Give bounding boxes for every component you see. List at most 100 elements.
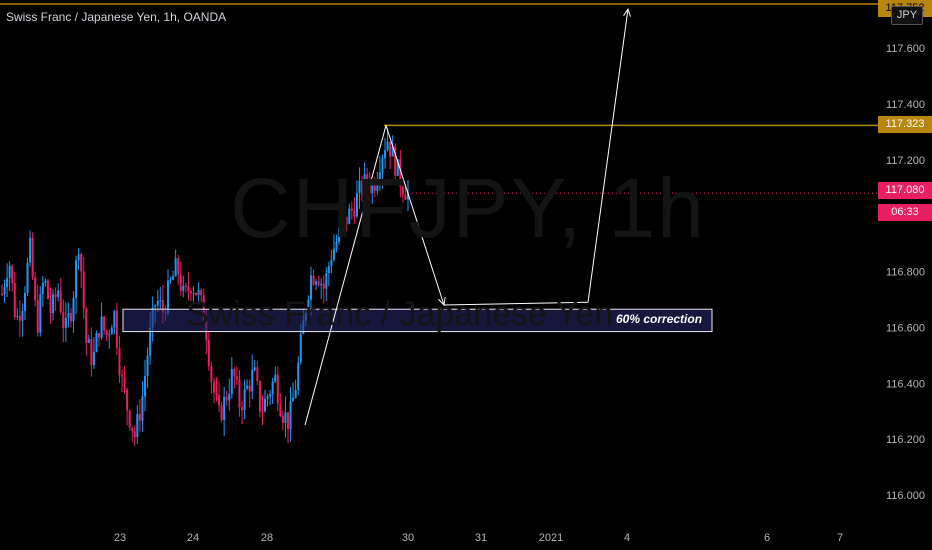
candle-body [98, 333, 101, 338]
target-arrow-head [623, 7, 631, 17]
candle-body [399, 159, 402, 187]
candle-body [166, 280, 169, 314]
candle-body [241, 407, 244, 411]
current-price-badge: 117.080 [878, 182, 932, 199]
candle-body [327, 265, 330, 273]
price-tick-label: 116.600 [886, 322, 925, 334]
projection-path [304, 7, 631, 426]
candle-body [215, 392, 218, 396]
horizontal-levels [0, 3, 878, 194]
candle-body [23, 293, 26, 311]
candle-body [386, 141, 389, 151]
time-tick-label: 30 [402, 532, 414, 544]
candle-body [307, 299, 310, 314]
candle-body [110, 327, 113, 335]
candle-body [59, 290, 62, 313]
candle-body [233, 369, 236, 377]
price-axis[interactable]: 116.000 116.200 116.400 116.600 116.800 117.2… [886, 43, 925, 502]
time-tick-label: 24 [187, 532, 199, 544]
candle-body [87, 339, 90, 343]
candle-body [182, 285, 185, 291]
time-axis[interactable]: 23 24 28 30 31 2021 4 6 7 [114, 532, 843, 544]
time-tick-label: 2021 [539, 532, 563, 544]
candle-body [179, 274, 182, 291]
candle-body [391, 146, 394, 157]
candle-body [401, 186, 404, 195]
candle-body [212, 381, 215, 393]
candle-body [286, 412, 289, 430]
candle-body [69, 313, 72, 322]
candle-body [332, 248, 335, 260]
price-tick-label: 116.400 [886, 378, 925, 390]
candle-body [80, 254, 83, 272]
candle-body [309, 275, 312, 300]
candle-body [315, 281, 318, 285]
candle-body [210, 365, 213, 382]
candle-body [294, 390, 297, 398]
candle-body [330, 259, 333, 266]
candle-body [75, 260, 78, 298]
candle-body [389, 141, 392, 157]
candle-body [225, 396, 228, 401]
candle-body [274, 374, 277, 382]
resistance-price-badge: 117.323 [878, 116, 932, 133]
candle-body [297, 362, 300, 391]
candle-body [95, 333, 98, 352]
candle-countdown-badge: 06:33 [878, 204, 932, 221]
candle-body [133, 431, 136, 438]
candle-body [202, 295, 205, 322]
candle-body [238, 379, 241, 408]
candle-body [381, 158, 384, 173]
candle-body [143, 375, 146, 397]
candle-body [141, 396, 144, 421]
candle-body [338, 228, 341, 242]
candle-body [335, 241, 338, 249]
candle-body [276, 374, 279, 404]
correction-zone[interactable] [122, 308, 713, 333]
candle-body [169, 279, 172, 281]
candle-body [207, 340, 210, 366]
candle-body [355, 193, 358, 217]
candle-body [105, 330, 108, 336]
candle-body [123, 376, 126, 390]
candle-body [54, 294, 57, 297]
candle-body [118, 348, 121, 376]
price-tick-label: 117.400 [886, 99, 925, 111]
candle-body [36, 300, 39, 333]
candle-body [103, 316, 106, 331]
candle-body [343, 216, 346, 224]
candle-body [177, 258, 180, 275]
candle-body [366, 174, 369, 186]
projection-segment [587, 8, 629, 303]
candle-body [8, 265, 11, 278]
currency-button[interactable]: JPY [891, 6, 923, 25]
candle-body [39, 293, 42, 333]
price-tick-label: 117.600 [886, 43, 925, 55]
candle-body [350, 208, 353, 211]
candle-body [21, 310, 24, 321]
candle-body [248, 385, 251, 392]
candle-body [44, 280, 47, 283]
candle-body [373, 184, 376, 191]
candle-body [57, 290, 60, 297]
candle-body [312, 275, 315, 285]
time-tick-label: 4 [624, 532, 630, 544]
candle-body [320, 283, 323, 286]
candle-body [184, 285, 187, 287]
candle-body [235, 376, 238, 380]
candle-body [230, 369, 233, 395]
candle-body [90, 339, 93, 366]
candle-body [246, 385, 249, 389]
candle-body [189, 290, 192, 294]
candle-body [154, 305, 157, 308]
candle-body [1, 293, 3, 295]
candle-body [289, 401, 292, 430]
candle-body [174, 258, 177, 277]
candle-body [200, 289, 203, 296]
candle-body [100, 316, 103, 338]
candle-body [340, 223, 343, 229]
candle-body [46, 280, 49, 299]
candle-body [284, 412, 287, 423]
candle-body [52, 294, 55, 314]
